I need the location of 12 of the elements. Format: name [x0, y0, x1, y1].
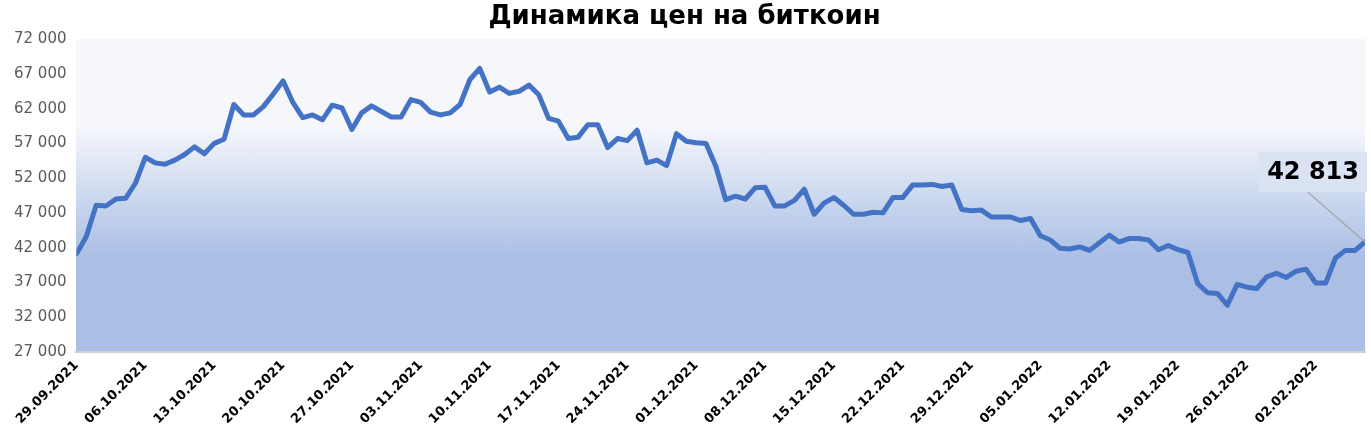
y-tick-label: 27 000: [13, 341, 67, 360]
y-tick-label: 62 000: [13, 98, 67, 117]
y-tick-label: 42 000: [13, 237, 67, 256]
y-tick-label: 52 000: [13, 168, 67, 187]
y-tick-label: 32 000: [13, 306, 67, 325]
y-tick-label: 67 000: [13, 63, 67, 82]
y-tick-label: 37 000: [13, 272, 67, 291]
data-label: 42 813: [1267, 157, 1359, 186]
y-tick-label: 57 000: [13, 133, 67, 152]
y-tick-label: 47 000: [13, 202, 67, 221]
chart-title: Динамика цен на биткоин: [488, 0, 881, 31]
y-tick-label: 72 000: [13, 29, 67, 48]
